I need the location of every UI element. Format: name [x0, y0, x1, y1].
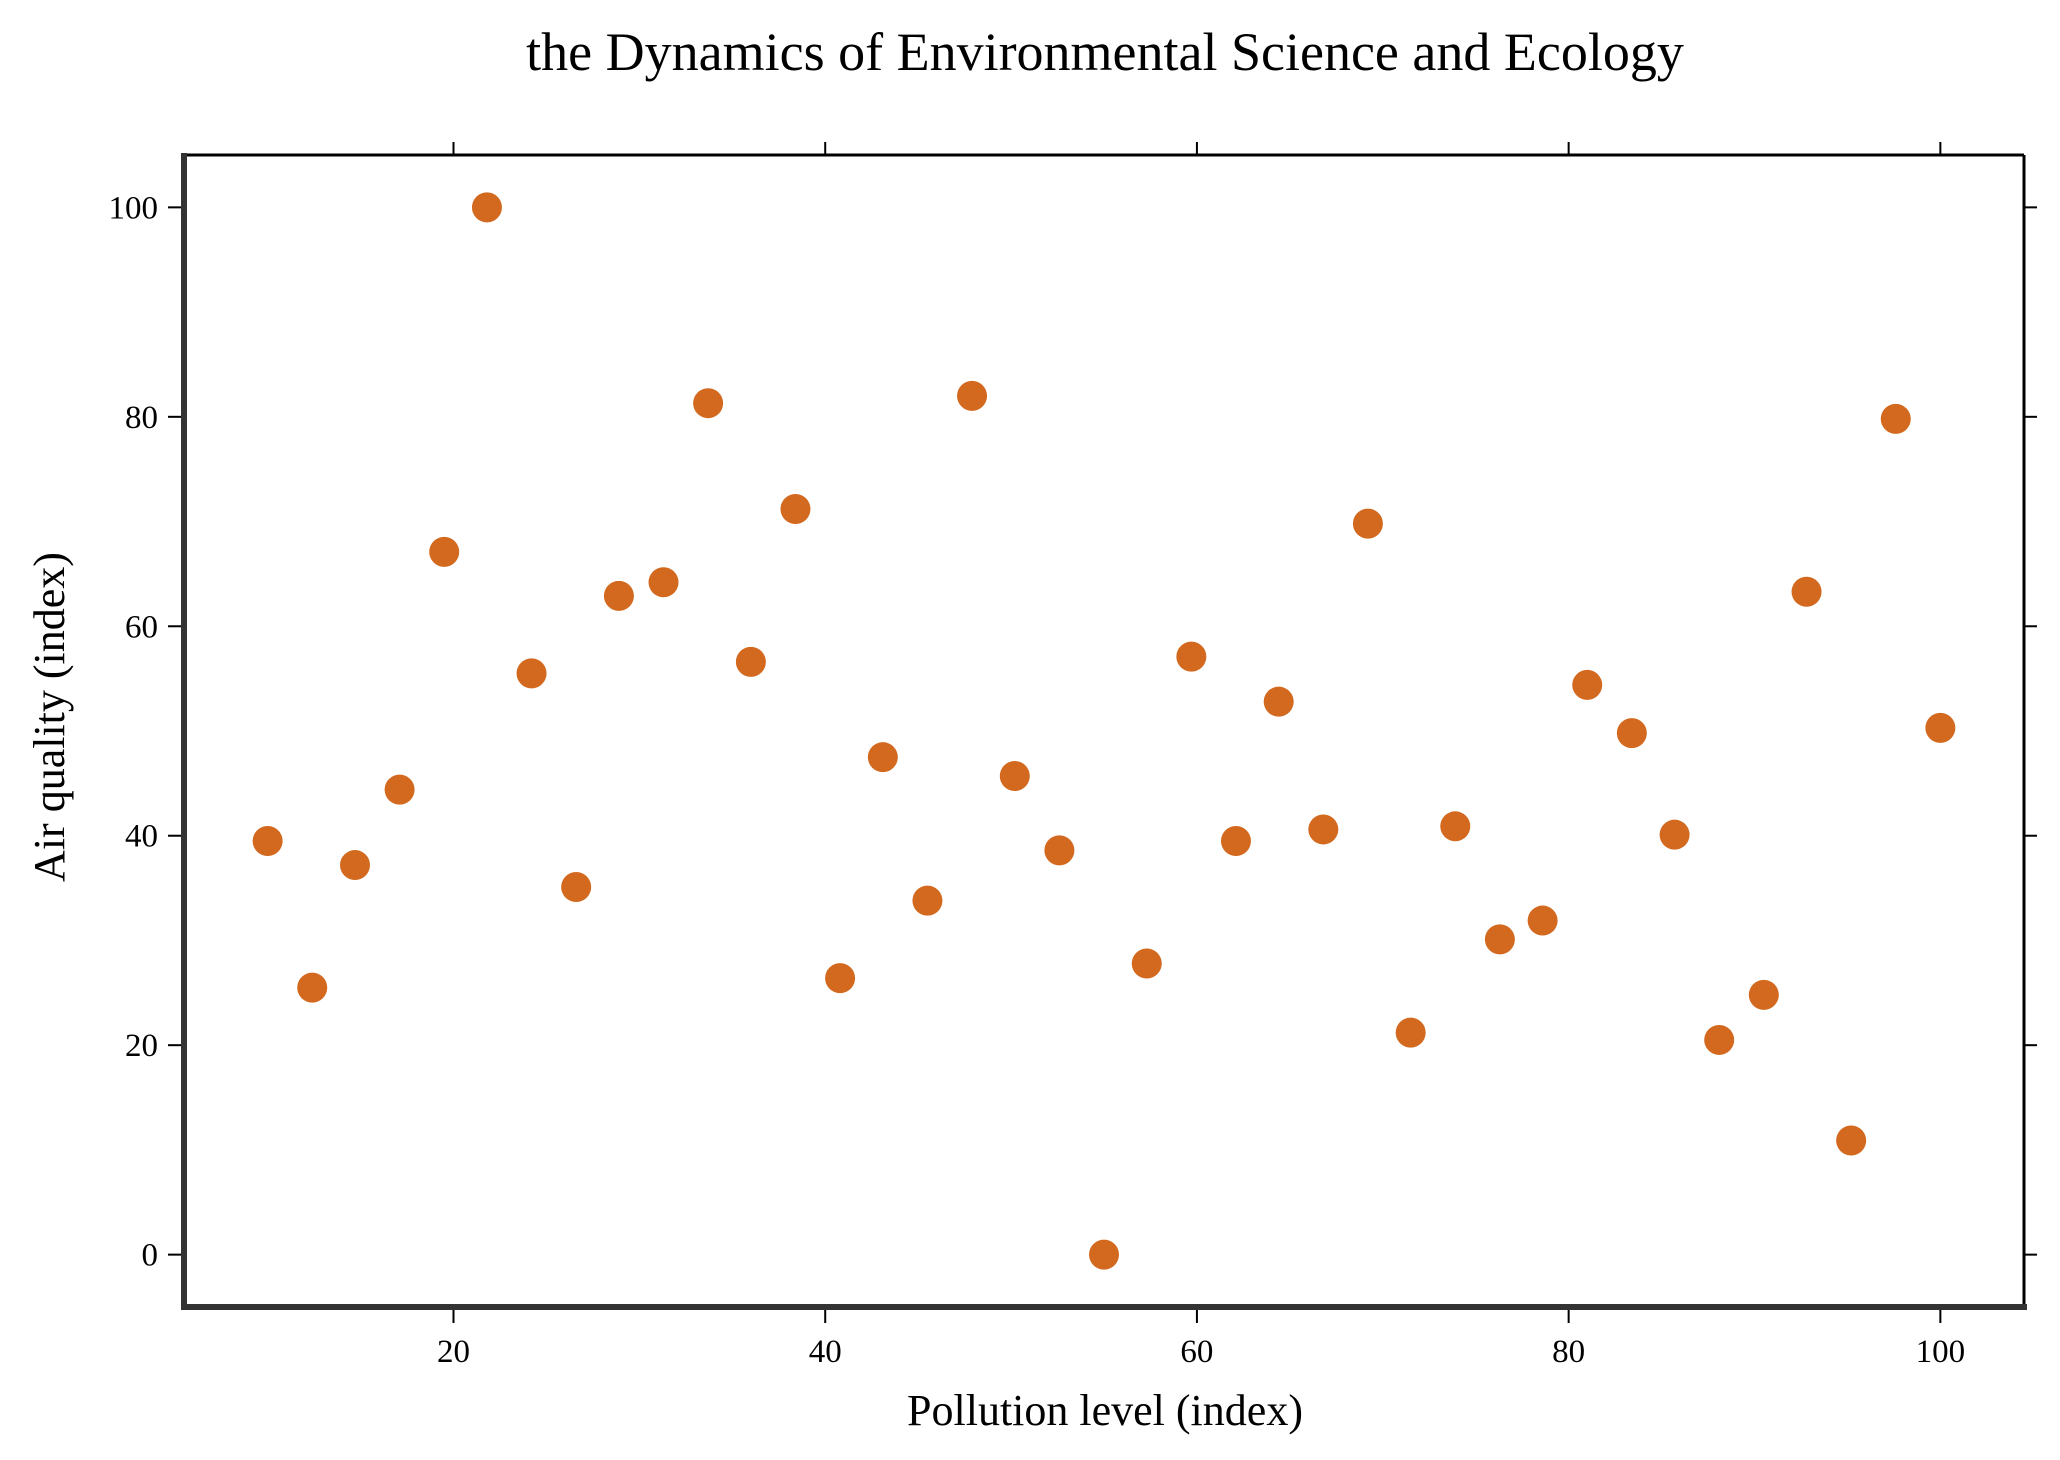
- plot-frame: [181, 153, 2027, 1310]
- data-point: [1176, 641, 1207, 672]
- data-point: [693, 388, 724, 419]
- data-point: [1352, 508, 1383, 539]
- y-tick-label: 20: [125, 1028, 158, 1064]
- data-point: [1220, 825, 1251, 856]
- data-point: [429, 536, 460, 567]
- data-point: [999, 761, 1030, 792]
- y-tick-label: 0: [142, 1238, 159, 1274]
- data-point: [825, 963, 856, 994]
- y-tick-label: 100: [109, 190, 159, 226]
- data-point: [912, 885, 943, 916]
- y-tick-label: 40: [125, 819, 158, 855]
- x-tick-label: 80: [1552, 1334, 1585, 1370]
- axis-ticks: 20 40 60 80 100 0 20 40 60 80 100: [109, 142, 2037, 1370]
- data-point: [1395, 1017, 1426, 1048]
- data-point: [1704, 1024, 1735, 1055]
- data-point: [1748, 979, 1779, 1010]
- data-point: [1659, 819, 1690, 850]
- data-point: [867, 742, 898, 773]
- data-point: [1791, 576, 1822, 607]
- data-point: [1572, 669, 1603, 700]
- data-point: [1836, 1125, 1867, 1156]
- data-point: [471, 192, 502, 223]
- data-point: [297, 972, 328, 1003]
- x-tick-label: 40: [809, 1334, 842, 1370]
- data-point: [1089, 1239, 1119, 1270]
- data-point: [648, 567, 679, 598]
- data-point: [780, 493, 811, 524]
- data-point: [339, 850, 370, 881]
- data-point: [1440, 811, 1471, 842]
- data-point: [603, 580, 634, 611]
- data-point: [1308, 814, 1339, 845]
- data-point: [561, 872, 592, 903]
- x-axis-label: Pollution level (index): [907, 1386, 1303, 1435]
- data-points: [252, 192, 1956, 1270]
- data-point: [1880, 403, 1911, 434]
- data-point: [957, 380, 988, 411]
- data-point: [1484, 924, 1515, 955]
- data-point: [252, 825, 283, 856]
- data-point: [1527, 905, 1558, 936]
- x-tick-label: 100: [1916, 1334, 1966, 1370]
- x-tick-label: 20: [437, 1334, 470, 1370]
- y-tick-label: 80: [125, 400, 158, 436]
- data-point: [384, 774, 415, 805]
- x-tick-label: 60: [1180, 1334, 1213, 1370]
- y-axis-label: Air quality (index): [25, 552, 74, 882]
- data-point: [1925, 712, 1956, 743]
- data-point: [1131, 948, 1162, 979]
- y-tick-label: 60: [125, 609, 158, 645]
- data-point: [1044, 835, 1075, 866]
- chart-title: the Dynamics of Environmental Science an…: [526, 22, 1684, 82]
- data-point: [516, 658, 547, 689]
- data-point: [1263, 686, 1294, 717]
- data-point: [735, 646, 766, 677]
- data-point: [1616, 718, 1647, 749]
